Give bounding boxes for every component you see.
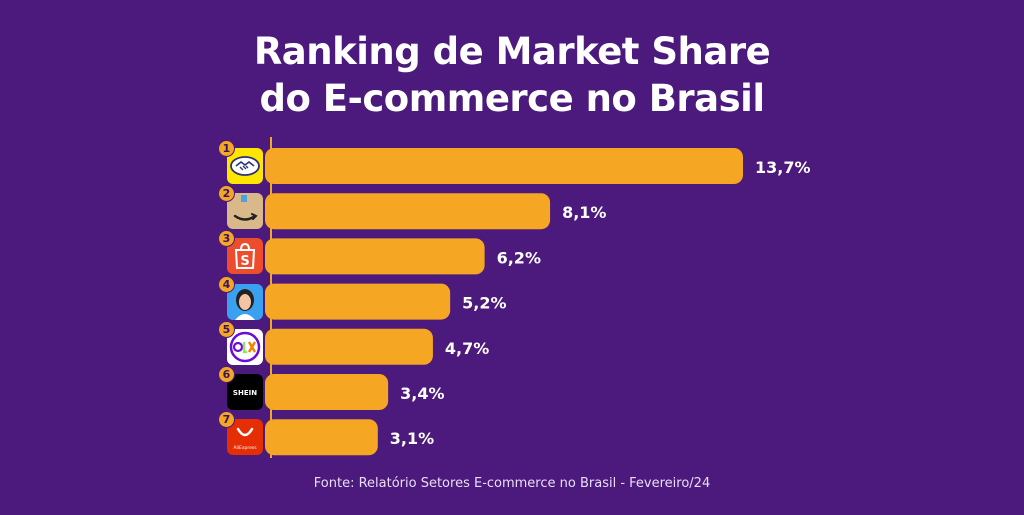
bar-magalu — [265, 283, 451, 320]
rank-badge: 6 — [218, 366, 235, 383]
rank-badge: 2 — [218, 185, 235, 203]
logo-mercado-livre — [227, 148, 263, 184]
shopping-bag-icon: S — [227, 238, 263, 275]
rank-badge: 3 — [218, 230, 235, 248]
rank-badge: 7 — [218, 411, 235, 429]
chart-title-line-2: do E-commerce no Brasil — [259, 77, 765, 120]
svg-text:S: S — [240, 254, 249, 269]
shein-icon: SHEIN — [227, 374, 263, 410]
aliexpress-icon: AliExpress — [227, 419, 263, 456]
bar-shein — [265, 374, 389, 410]
logo-amazon — [227, 193, 263, 230]
logo-aliexpress: AliExpress — [227, 419, 263, 456]
value-label: 8,1% — [562, 203, 606, 222]
value-label: 6,2% — [497, 248, 541, 267]
rank-badge: 4 — [218, 275, 235, 293]
svg-text:SHEIN: SHEIN — [233, 389, 257, 397]
chart-title-line-1: Ranking de Market Share — [253, 30, 771, 73]
value-label: 3,4% — [400, 384, 444, 403]
value-label: 4,7% — [445, 339, 489, 358]
source-note: Fonte: Relatório Setores E-commerce no B… — [313, 476, 711, 491]
logo-shein: SHEIN — [227, 374, 263, 410]
rank-badge: 1 — [218, 140, 235, 157]
bar-mercado-livre — [265, 148, 743, 184]
olx-icon — [227, 328, 263, 365]
handshake-icon — [227, 148, 263, 184]
amazon-smile-icon — [227, 193, 263, 230]
svg-text:AliExpress: AliExpress — [233, 445, 257, 451]
rank-badge: 5 — [218, 320, 235, 338]
chart-title: Ranking de Market Share do E-commerce no… — [0, 28, 1024, 122]
bar-amazon — [265, 193, 551, 230]
value-label: 13,7% — [755, 158, 811, 177]
bar-aliexpress — [265, 419, 378, 456]
magalu-avatar-icon — [227, 283, 263, 320]
logo-shopee: S — [227, 238, 263, 275]
bar-olx — [265, 328, 433, 365]
bar-shopee — [265, 238, 485, 275]
value-label: 5,2% — [462, 294, 506, 313]
value-label: 3,1% — [390, 429, 434, 448]
